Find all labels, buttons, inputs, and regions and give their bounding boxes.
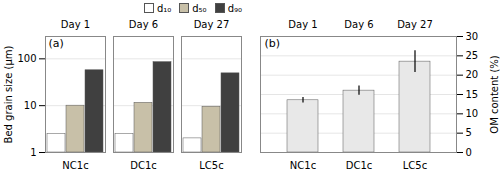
svg-text:10: 10: [24, 100, 37, 111]
svg-text:Day 27: Day 27: [194, 19, 230, 30]
svg-text:NC1c: NC1c: [62, 160, 88, 171]
svg-text:30: 30: [466, 31, 479, 42]
svg-text:LC5c: LC5c: [403, 160, 427, 171]
html-text:d₁₀: d₁₀: [156, 2, 172, 14]
svg-text:Day 27: Day 27: [397, 19, 433, 30]
svg-text:NC1c: NC1c: [290, 160, 316, 171]
svg-text:5: 5: [466, 127, 472, 138]
svg-text:Day 1: Day 1: [288, 19, 317, 30]
svg-text:Day 6: Day 6: [344, 19, 373, 30]
svg-text:Day 1: Day 1: [61, 19, 90, 30]
svg-text:LC5c: LC5c: [199, 160, 223, 171]
svg-text:10: 10: [466, 108, 479, 119]
svg-text:DC1c: DC1c: [130, 160, 157, 171]
svg-text:100: 100: [17, 53, 36, 64]
svg-text:DC1c: DC1c: [346, 160, 373, 171]
svg-text:(b): (b): [265, 37, 281, 50]
svg-text:20: 20: [466, 69, 479, 80]
svg-text:25: 25: [466, 50, 479, 61]
svg-text:(a): (a): [49, 37, 64, 50]
svg-text:Day 6: Day 6: [129, 19, 158, 30]
svg-text:Bed grain size (μm): Bed grain size (μm): [3, 45, 14, 143]
svg-text:15: 15: [466, 89, 479, 100]
svg-text:0: 0: [466, 147, 472, 158]
svg-text:1: 1: [30, 147, 36, 158]
html-text:d₉₀: d₉₀: [227, 2, 242, 14]
svg-text:OM content (%): OM content (%): [489, 55, 500, 134]
html-text:d₅₀: d₅₀: [192, 2, 207, 14]
